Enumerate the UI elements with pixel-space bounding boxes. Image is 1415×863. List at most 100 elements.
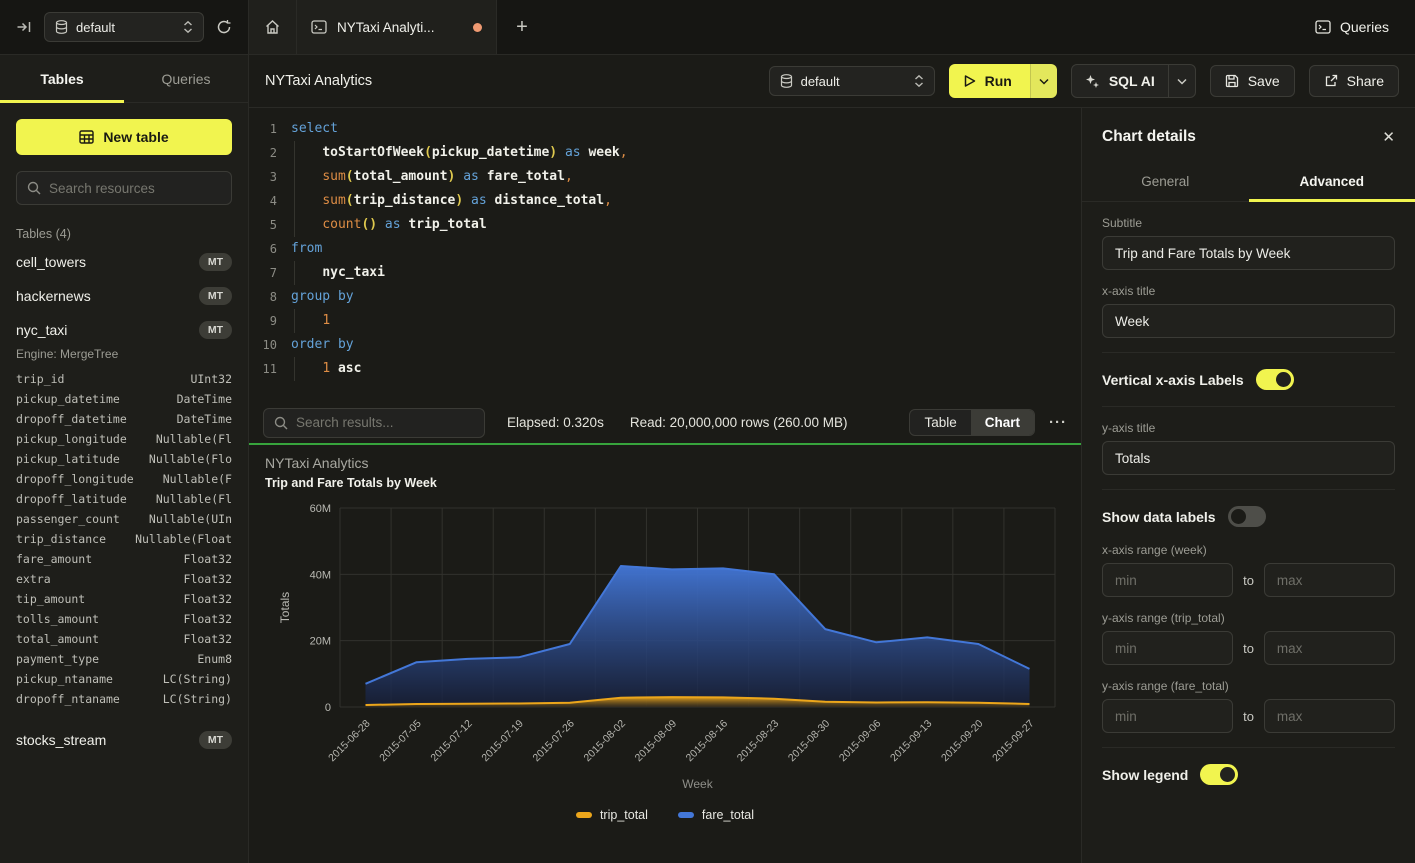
sql-editor[interactable]: 1select2 toStartOfWeek(pickup_datetime) … xyxy=(249,108,1081,402)
more-options-icon[interactable]: ··· xyxy=(1049,414,1067,431)
column-row-pickup_latitude: pickup_latitude Nullable(Flo xyxy=(0,449,248,469)
database-value: default xyxy=(76,20,175,35)
show-data-labels-row: Show data labels xyxy=(1102,506,1395,527)
engine-badge: MT xyxy=(199,287,232,305)
y-axis-range-trip-label: y-axis range (trip_total) xyxy=(1102,611,1395,625)
topbar-spacer xyxy=(547,0,1315,54)
engine-badge: MT xyxy=(199,731,232,749)
svg-text:2015-09-06: 2015-09-06 xyxy=(837,718,884,765)
database-selector[interactable]: default xyxy=(769,66,935,96)
chart-subtitle: Trip and Fare Totals by Week xyxy=(265,476,437,490)
legend-item-fare_total[interactable]: fare_total xyxy=(678,808,754,822)
svg-text:20M: 20M xyxy=(310,636,331,648)
code-line-9[interactable]: 9 1 xyxy=(249,309,1081,333)
y-range-fare-max-input[interactable] xyxy=(1264,699,1395,733)
code-line-1[interactable]: 1select xyxy=(249,117,1081,141)
code-line-7[interactable]: 7 nyc_taxi xyxy=(249,261,1081,285)
code-line-11[interactable]: 11 1 asc xyxy=(249,357,1081,381)
toggle-knob xyxy=(1276,372,1291,387)
table-item-nyc_taxi[interactable]: nyc_taxiMT xyxy=(0,313,248,347)
new-tab-button[interactable]: + xyxy=(497,0,547,54)
y-axis-title-input[interactable] xyxy=(1102,441,1395,475)
queries-button[interactable]: Queries xyxy=(1315,0,1415,54)
column-type: Float32 xyxy=(184,629,232,649)
sql-ai-button[interactable]: SQL AI xyxy=(1072,73,1168,89)
y-range-trip-min-input[interactable] xyxy=(1102,631,1233,665)
view-tab-table[interactable]: Table xyxy=(910,410,970,435)
table-name: hackernews xyxy=(16,288,91,304)
code-line-6[interactable]: 6from xyxy=(249,237,1081,261)
vertical-labels-toggle[interactable] xyxy=(1256,369,1294,390)
column-name: trip_distance xyxy=(16,529,106,549)
area-chart[interactable]: 020M40M60M2015-06-282015-07-052015-07-12… xyxy=(249,445,1081,863)
show-legend-toggle[interactable] xyxy=(1200,764,1238,785)
y-range-fare-min-input[interactable] xyxy=(1102,699,1233,733)
sql-ai-options-button[interactable] xyxy=(1168,65,1195,97)
divider xyxy=(1102,406,1395,407)
database-selector[interactable]: default xyxy=(44,12,204,42)
y-range-trip-max-input[interactable] xyxy=(1264,631,1395,665)
resource-search-input[interactable] xyxy=(49,181,221,196)
svg-text:2015-07-26: 2015-07-26 xyxy=(530,718,577,765)
top-bar: default NYTaxi Analyti... + Queries xyxy=(0,0,1415,55)
column-type: UInt32 xyxy=(190,369,232,389)
range-to-label: to xyxy=(1243,573,1254,588)
table-item-stocks_stream[interactable]: stocks_streamMT xyxy=(0,723,248,757)
table-icon xyxy=(79,130,94,144)
svg-text:2015-09-27: 2015-09-27 xyxy=(990,718,1037,765)
show-data-labels-toggle[interactable] xyxy=(1228,506,1266,527)
code-line-5[interactable]: 5 count() as trip_total xyxy=(249,213,1081,237)
console-icon xyxy=(1315,20,1331,34)
sidebar-tab-queries[interactable]: Queries xyxy=(124,55,248,102)
column-name: dropoff_ntaname xyxy=(16,689,120,709)
view-tab-chart[interactable]: Chart xyxy=(971,410,1034,435)
details-tab-advanced[interactable]: Advanced xyxy=(1249,162,1415,201)
column-row-dropoff_ntaname: dropoff_ntanameLC(String) xyxy=(0,689,248,709)
column-type: Float32 xyxy=(184,609,232,629)
svg-text:2015-07-12: 2015-07-12 xyxy=(428,718,475,765)
results-search-input[interactable] xyxy=(296,415,474,430)
x-axis-title-input[interactable] xyxy=(1102,304,1395,338)
x-range-max-input[interactable] xyxy=(1264,563,1395,597)
refresh-icon[interactable] xyxy=(216,19,232,35)
column-type: Nullable(F xyxy=(163,469,232,489)
svg-text:2015-08-09: 2015-08-09 xyxy=(633,718,680,765)
chart-title: NYTaxi Analytics xyxy=(265,455,368,471)
svg-text:2015-09-13: 2015-09-13 xyxy=(888,718,935,765)
column-name: pickup_latitude xyxy=(16,449,120,469)
legend-item-trip_total[interactable]: trip_total xyxy=(576,808,648,822)
column-type: DateTime xyxy=(177,409,232,429)
column-name: tolls_amount xyxy=(16,609,99,629)
legend-swatch-icon xyxy=(678,812,694,818)
svg-text:Totals: Totals xyxy=(278,592,292,623)
code-line-4[interactable]: 4 sum(trip_distance) as distance_total, xyxy=(249,189,1081,213)
line-number: 9 xyxy=(249,309,277,333)
details-tab-general[interactable]: General xyxy=(1082,162,1249,201)
run-options-button[interactable] xyxy=(1030,64,1057,98)
share-button[interactable]: Share xyxy=(1309,65,1399,97)
toolbar-actions: default Run SQL AI Save xyxy=(769,64,1399,98)
close-icon[interactable]: ✕ xyxy=(1382,128,1395,146)
column-type: Nullable(Flo xyxy=(149,449,232,469)
column-row-dropoff_latitude: dropoff_latitudeNullable(Fl xyxy=(0,489,248,509)
run-button[interactable]: Run xyxy=(949,64,1030,98)
sql-ai-label: SQL AI xyxy=(1109,73,1155,89)
column-row-dropoff_longitude: dropoff_longitudeNullable(F xyxy=(0,469,248,489)
table-item-cell_towers[interactable]: cell_towersMT xyxy=(0,245,248,279)
table-item-hackernews[interactable]: hackernews MT xyxy=(0,279,248,313)
tab-nytaxi-analytics[interactable]: NYTaxi Analyti... xyxy=(297,0,497,54)
code-line-3[interactable]: 3 sum(total_amount) as fare_total, xyxy=(249,165,1081,189)
sidebar-tab-tables[interactable]: Tables xyxy=(0,55,124,102)
code-line-2[interactable]: 2 toStartOfWeek(pickup_datetime) as week… xyxy=(249,141,1081,165)
code-line-8[interactable]: 8group by xyxy=(249,285,1081,309)
svg-text:2015-07-05: 2015-07-05 xyxy=(377,718,424,765)
collapse-sidebar-icon[interactable] xyxy=(16,19,32,35)
show-legend-label: Show legend xyxy=(1102,767,1188,783)
tab-title: NYTaxi Analyti... xyxy=(337,20,463,35)
subtitle-input[interactable] xyxy=(1102,236,1395,270)
save-button[interactable]: Save xyxy=(1210,65,1295,97)
code-line-10[interactable]: 10order by xyxy=(249,333,1081,357)
x-range-min-input[interactable] xyxy=(1102,563,1233,597)
home-tab[interactable] xyxy=(249,0,297,54)
new-table-button[interactable]: New table xyxy=(16,119,232,155)
